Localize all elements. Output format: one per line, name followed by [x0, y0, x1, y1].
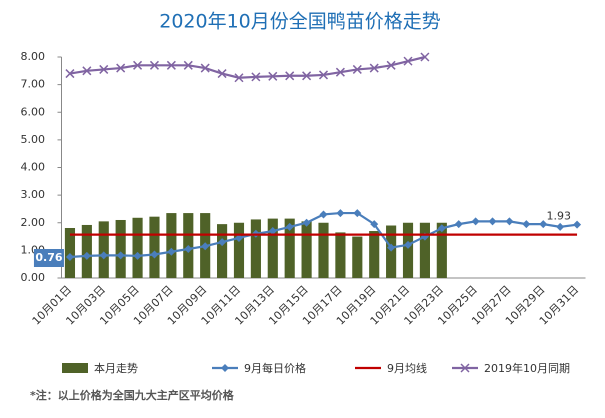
bar — [149, 216, 160, 278]
bar — [386, 225, 397, 278]
point — [539, 220, 548, 229]
point — [201, 242, 210, 251]
chart-title: 2020年10月份全国鸭苗价格走势 — [159, 11, 441, 33]
point — [65, 69, 75, 79]
bar — [335, 232, 346, 278]
point — [65, 253, 74, 262]
point — [302, 71, 312, 81]
bar — [318, 222, 329, 278]
bar — [301, 221, 312, 278]
y-tick-label: 3.00 — [21, 188, 46, 201]
point — [387, 243, 396, 252]
bar — [369, 231, 380, 278]
point — [302, 218, 311, 227]
point — [99, 251, 108, 260]
point — [437, 224, 446, 233]
bar — [419, 222, 430, 278]
point — [166, 60, 176, 70]
bar — [233, 222, 245, 278]
point — [318, 70, 329, 80]
data-label: 1.93 — [547, 210, 572, 223]
point — [184, 244, 193, 253]
bar — [284, 218, 295, 278]
point — [386, 60, 396, 70]
point — [268, 71, 278, 81]
point — [167, 247, 176, 256]
point — [116, 251, 125, 260]
legend-label: 9月均线 — [387, 361, 427, 375]
point — [319, 210, 328, 219]
point — [116, 63, 126, 73]
bar — [436, 222, 447, 278]
line — [69, 55, 426, 79]
point — [133, 60, 143, 70]
data-label: 0.76 — [35, 251, 62, 264]
bar — [217, 224, 228, 278]
label-box — [33, 249, 64, 268]
point — [488, 217, 497, 226]
y-tick-label: 8.00 — [21, 50, 46, 63]
point — [218, 238, 227, 247]
y-tick-label: 7.00 — [21, 78, 46, 91]
point — [353, 209, 362, 218]
y-tick-label: 0.00 — [21, 271, 46, 284]
y-tick-label: 2.00 — [21, 216, 46, 229]
point — [352, 64, 362, 74]
point — [82, 251, 91, 260]
point — [234, 233, 243, 242]
point — [99, 64, 109, 74]
point — [268, 227, 277, 236]
point — [369, 63, 379, 73]
point — [403, 56, 413, 66]
y-tick-label: 5.00 — [21, 133, 46, 146]
point — [336, 209, 345, 218]
point — [404, 240, 413, 249]
bar — [250, 219, 261, 278]
bar — [402, 222, 414, 278]
point — [234, 73, 244, 83]
point — [200, 63, 210, 73]
legend-swatch — [62, 363, 88, 373]
point — [217, 69, 227, 79]
point — [522, 220, 531, 229]
point — [183, 60, 193, 70]
point — [370, 220, 379, 229]
bar — [115, 219, 126, 278]
bar — [81, 224, 92, 278]
bar — [352, 236, 363, 278]
point — [335, 67, 345, 77]
bar — [98, 221, 109, 278]
legend-label: 本月走势 — [94, 361, 138, 375]
point — [556, 222, 565, 231]
point — [505, 217, 514, 226]
legend-marker — [460, 363, 470, 373]
legend-label: 2019年10月同期 — [484, 361, 570, 375]
bar — [166, 213, 177, 278]
point — [82, 66, 92, 76]
y-tick-label: 4.00 — [21, 161, 46, 174]
bar — [267, 218, 278, 278]
point — [285, 222, 294, 231]
bar — [132, 217, 143, 278]
legend-label: 9月每日价格 — [244, 361, 306, 375]
legend-marker — [221, 364, 229, 372]
footnote: *注：以上价格为全国九大主产区平均价格 — [30, 388, 235, 402]
point — [133, 251, 142, 260]
point — [420, 52, 430, 62]
point — [251, 72, 261, 82]
point — [149, 60, 159, 70]
point — [471, 217, 480, 226]
point — [573, 220, 582, 229]
point — [150, 250, 159, 259]
point — [285, 71, 295, 81]
point — [454, 220, 463, 229]
bar — [64, 227, 76, 278]
y-tick-label: 6.00 — [21, 105, 46, 118]
